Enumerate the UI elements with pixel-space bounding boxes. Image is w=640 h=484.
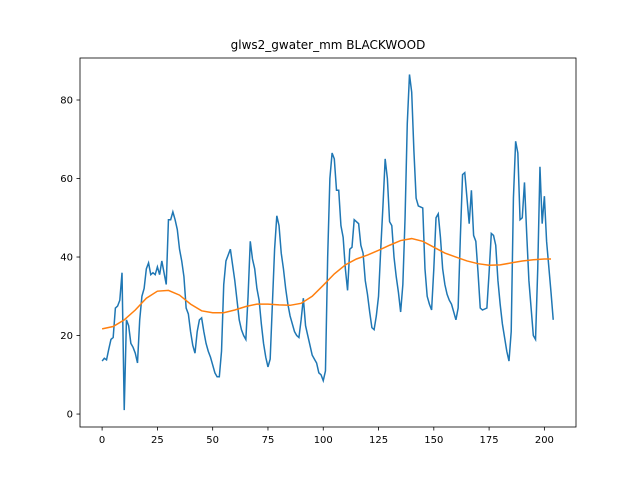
y-tick-label: 80 [60, 96, 73, 107]
x-tick-label: 0 [99, 435, 105, 446]
y-tick-label: 60 [60, 174, 73, 185]
data-line [101, 74, 554, 411]
y-tick-label: 20 [60, 331, 73, 342]
y-tick-label: 40 [60, 253, 73, 264]
x-tick-label: 25 [151, 435, 164, 446]
x-tick-label: 50 [206, 435, 219, 446]
chart-title: glws2_gwater_mm BLACKWOOD [231, 38, 426, 52]
x-tick-label: 175 [480, 435, 499, 446]
x-tick-label: 100 [314, 435, 333, 446]
plot-frame [79, 57, 577, 428]
x-tick-label: 75 [262, 435, 275, 446]
data-line [101, 237, 552, 330]
x-tick-label: 200 [535, 435, 554, 446]
x-tick-label: 125 [369, 435, 388, 446]
y-tick-label: 0 [67, 410, 73, 421]
x-tick-label: 150 [424, 435, 443, 446]
